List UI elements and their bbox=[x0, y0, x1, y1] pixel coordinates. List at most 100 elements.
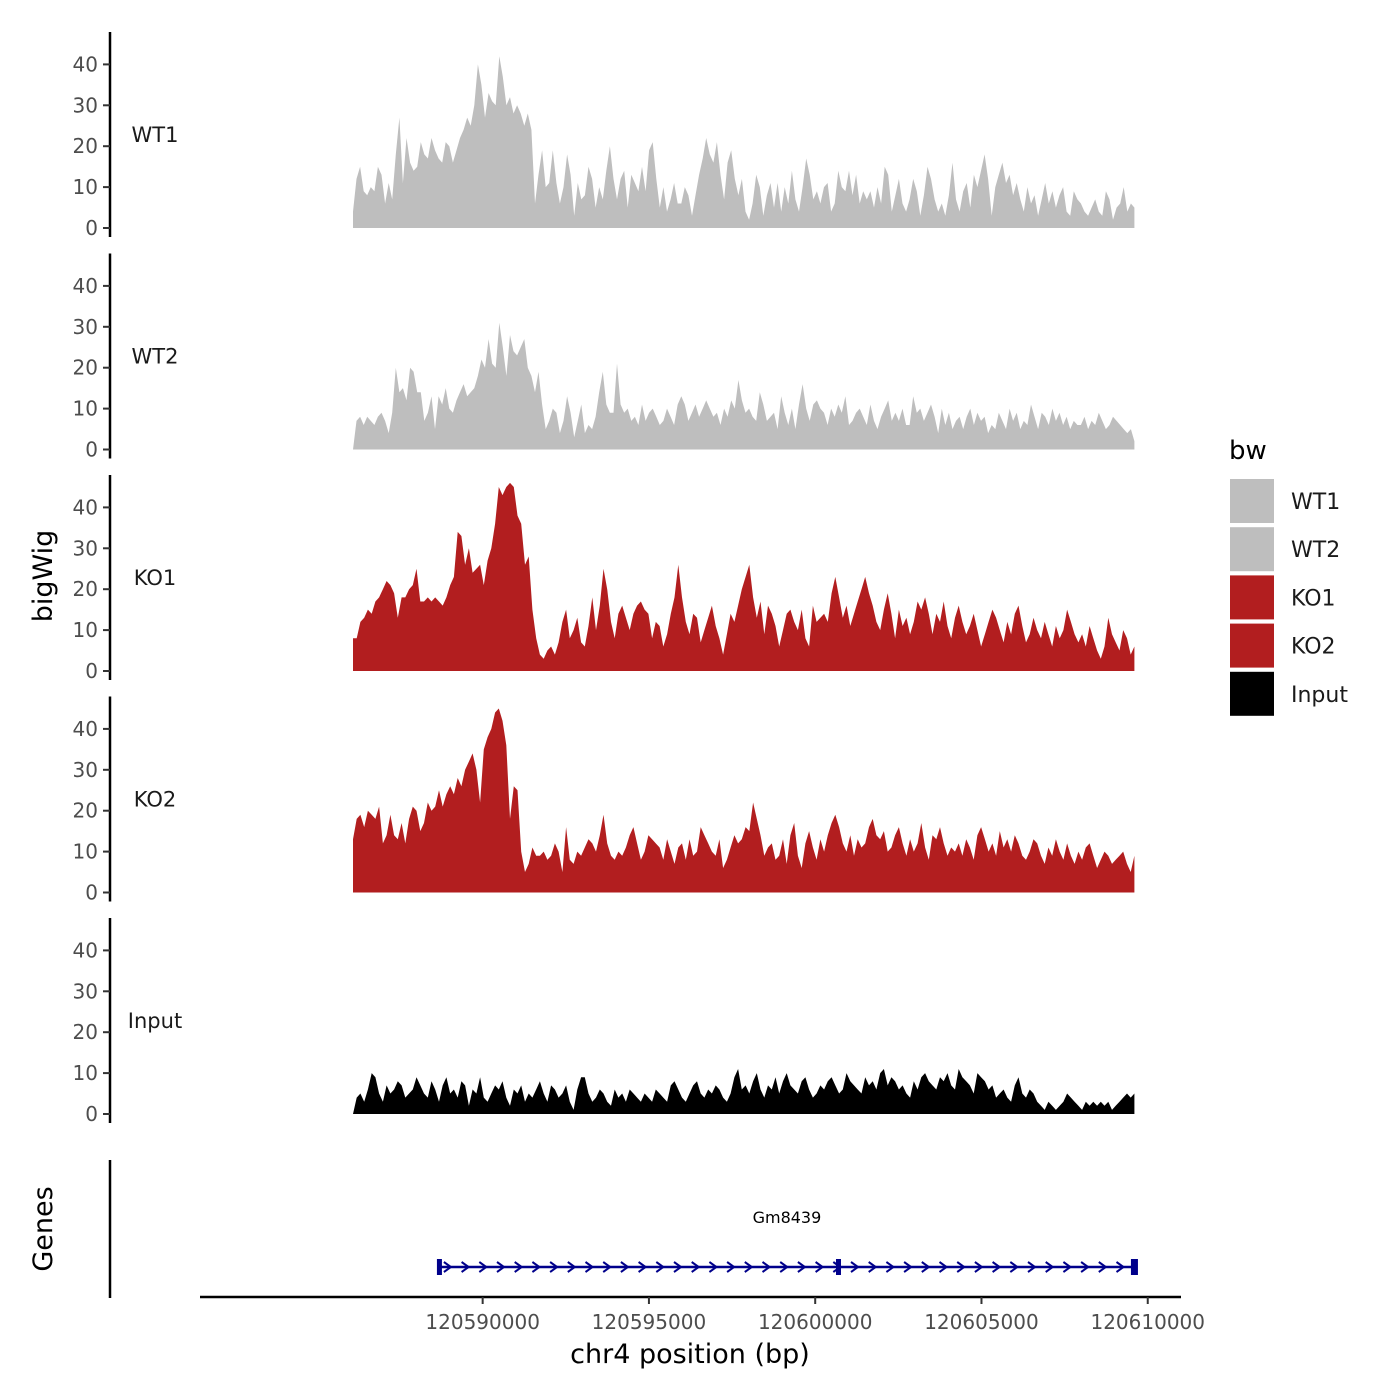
y-tick-label-10: 10 bbox=[73, 840, 98, 864]
y-tick-label-30: 30 bbox=[73, 536, 98, 560]
strand-arrow bbox=[868, 1261, 878, 1273]
legend-item-ko1: KO1 bbox=[1230, 575, 1336, 620]
strand-arrow bbox=[992, 1261, 1002, 1273]
y-tick-label-0: 0 bbox=[85, 1102, 98, 1126]
strand-arrow bbox=[1045, 1261, 1055, 1273]
strand-arrow bbox=[655, 1261, 666, 1273]
y-tick-label-0: 0 bbox=[85, 659, 98, 683]
gene-models: Gm8439 bbox=[436, 1208, 1138, 1275]
strand-arrow bbox=[567, 1261, 577, 1273]
strand-arrow bbox=[938, 1261, 949, 1273]
strand-arrow bbox=[761, 1261, 772, 1273]
legend: bw WT1 WT2 KO1 KO2 Input bbox=[1229, 436, 1348, 716]
legend-swatch-wt2 bbox=[1230, 527, 1274, 572]
strand-arrow bbox=[850, 1261, 860, 1273]
y-tick-label-10: 10 bbox=[73, 397, 98, 421]
coverage-tracks: 0 10 20 30 40 WT1 0 10 20 30 40 WT2 0 10 20 30 40 KO1 0 10 2… bbox=[73, 32, 1135, 1126]
coverage-area-input bbox=[353, 1069, 1135, 1114]
strand-arrow bbox=[708, 1261, 719, 1273]
strand-arrow bbox=[779, 1261, 789, 1273]
legend-swatch-ko1 bbox=[1230, 575, 1274, 620]
strand-arrow bbox=[443, 1261, 453, 1273]
legend-label-wt2: WT2 bbox=[1291, 538, 1340, 563]
gene-panel: Genes Gm8439 120590000 120595000 120600000… bbox=[28, 1160, 1205, 1370]
strand-arrow bbox=[584, 1261, 595, 1273]
legend-items: WT1 WT2 KO1 KO2 Input bbox=[1230, 479, 1348, 716]
strand-arrow bbox=[531, 1261, 542, 1273]
strand-arrow bbox=[496, 1261, 506, 1273]
track-label-ko2: KO2 bbox=[134, 788, 177, 812]
legend-label-input: Input bbox=[1291, 683, 1348, 708]
y-tick-label-20: 20 bbox=[73, 577, 98, 601]
legend-item-ko2: KO2 bbox=[1230, 623, 1336, 668]
y-tick-label-10: 10 bbox=[73, 1061, 98, 1085]
strand-arrow bbox=[691, 1261, 701, 1273]
legend-swatch-ko2 bbox=[1230, 623, 1274, 668]
y-tick-label-0: 0 bbox=[85, 216, 98, 240]
strand-arrow bbox=[885, 1261, 896, 1273]
y-tick-label-40: 40 bbox=[73, 495, 98, 519]
strand-arrow bbox=[1115, 1261, 1126, 1273]
strand-arrow bbox=[673, 1261, 683, 1273]
x-tick-label-120610000: 120610000 bbox=[1090, 1310, 1205, 1334]
exon-1 bbox=[436, 1259, 442, 1275]
y-axis-title-bigwig: bigWig bbox=[28, 530, 59, 623]
y-tick-label-40: 40 bbox=[73, 717, 98, 741]
strand-arrow bbox=[974, 1261, 984, 1273]
gene-gm8439: Gm8439 bbox=[436, 1208, 1138, 1275]
legend-item-wt2: WT2 bbox=[1230, 527, 1340, 572]
legend-swatch-wt1 bbox=[1230, 479, 1274, 523]
y-axis-title-genes: Genes bbox=[28, 1186, 59, 1271]
strand-arrow bbox=[1080, 1261, 1090, 1273]
track-label-wt2: WT2 bbox=[132, 345, 179, 369]
y-tick-label-30: 30 bbox=[73, 758, 98, 782]
y-tick-label-20: 20 bbox=[73, 1020, 98, 1044]
strand-arrow bbox=[744, 1261, 754, 1273]
legend-item-input: Input bbox=[1230, 671, 1348, 716]
y-tick-label-0: 0 bbox=[85, 881, 98, 905]
y-tick-label-40: 40 bbox=[73, 52, 98, 76]
strand-arrow bbox=[620, 1261, 630, 1273]
legend-swatch-input bbox=[1230, 671, 1274, 716]
strand-arrow bbox=[903, 1261, 913, 1273]
y-tick-label-20: 20 bbox=[73, 356, 98, 380]
x-tick-label-120605000: 120605000 bbox=[924, 1310, 1039, 1334]
y-tick-label-0: 0 bbox=[85, 438, 98, 462]
track-wt2: 0 10 20 30 40 WT2 bbox=[73, 253, 1135, 462]
y-tick-label-40: 40 bbox=[73, 938, 98, 962]
strand-arrow bbox=[638, 1261, 648, 1273]
strand-arrow bbox=[797, 1261, 807, 1273]
strand-arrow bbox=[461, 1261, 471, 1273]
strand-arrow bbox=[1009, 1261, 1020, 1273]
track-label-input: Input bbox=[128, 1009, 182, 1033]
strand-arrow bbox=[921, 1261, 931, 1273]
track-label-ko1: KO1 bbox=[134, 566, 177, 590]
coverage-area-wt2 bbox=[353, 322, 1135, 450]
strand-arrow bbox=[1098, 1261, 1108, 1273]
track-label-wt1: WT1 bbox=[132, 123, 179, 147]
legend-label-wt1: WT1 bbox=[1291, 490, 1340, 515]
y-tick-label-30: 30 bbox=[73, 93, 98, 117]
track-input: 0 10 20 30 40 Input bbox=[73, 918, 1135, 1126]
x-tick-label-120590000: 120590000 bbox=[425, 1310, 540, 1334]
y-tick-label-40: 40 bbox=[73, 274, 98, 298]
x-tick-label-120595000: 120595000 bbox=[592, 1310, 707, 1334]
y-tick-label-20: 20 bbox=[73, 134, 98, 158]
track-ko2: 0 10 20 30 40 KO2 bbox=[73, 696, 1135, 905]
exon-3 bbox=[1130, 1259, 1138, 1275]
legend-label-ko2: KO2 bbox=[1291, 635, 1336, 660]
x-axis-title: chr4 position (bp) bbox=[570, 1339, 810, 1370]
coverage-area-ko1 bbox=[353, 482, 1135, 671]
x-tick-label-120600000: 120600000 bbox=[758, 1310, 873, 1334]
gene-label: Gm8439 bbox=[753, 1208, 822, 1227]
strand-arrow bbox=[1062, 1261, 1073, 1273]
coverage-area-ko2 bbox=[353, 708, 1135, 893]
strand-arrow bbox=[478, 1261, 489, 1273]
y-tick-label-10: 10 bbox=[73, 175, 98, 199]
y-tick-label-20: 20 bbox=[73, 799, 98, 823]
legend-item-wt1: WT1 bbox=[1230, 479, 1340, 523]
strand-arrow bbox=[1027, 1261, 1037, 1273]
y-tick-label-30: 30 bbox=[73, 979, 98, 1003]
track-ko1: 0 10 20 30 40 KO1 bbox=[73, 475, 1135, 683]
